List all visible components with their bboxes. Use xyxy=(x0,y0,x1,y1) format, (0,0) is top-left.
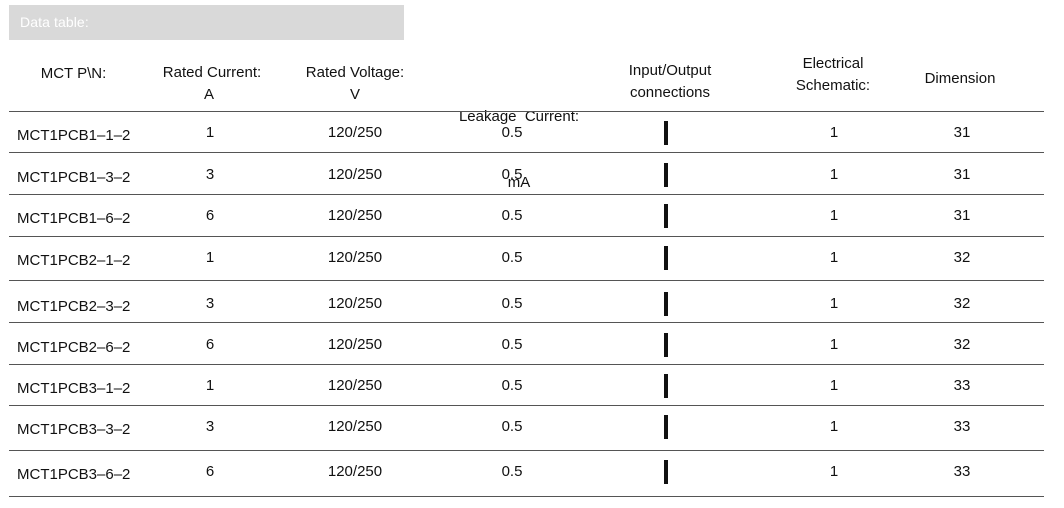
cell-rated-current: 6 xyxy=(205,207,215,224)
cell-rated-voltage: 120/250 xyxy=(327,336,383,353)
cell-rated-current: 3 xyxy=(205,295,215,312)
row-divider xyxy=(9,152,1044,153)
cell-electrical-schematic: 1 xyxy=(829,124,839,141)
cell-dimension: 31 xyxy=(953,207,971,224)
section-title: Data table: xyxy=(20,14,89,30)
cell-rated-voltage: 120/250 xyxy=(327,418,383,435)
row-divider xyxy=(9,364,1044,365)
header-part-number-label: MCT P\N: xyxy=(40,65,107,82)
cell-electrical-schematic: 1 xyxy=(829,207,839,224)
cell-leakage-current: 0.5 xyxy=(501,377,523,394)
header-io-label-1: Input/Output xyxy=(628,62,712,79)
row-divider xyxy=(9,496,1044,497)
io-connection-bar-icon xyxy=(664,163,668,187)
header-rated-current-unit: A xyxy=(203,86,214,103)
cell-electrical-schematic: 1 xyxy=(829,463,839,480)
header-rated-current: Rated Current: A xyxy=(150,62,274,106)
header-leakage-current: Leakage Current: mA xyxy=(446,62,592,238)
cell-rated-voltage: 120/250 xyxy=(327,463,383,480)
cell-dimension: 32 xyxy=(953,249,971,266)
cell-leakage-current: 0.5 xyxy=(501,166,523,183)
cell-dimension: 33 xyxy=(953,377,971,394)
io-connection-bar-icon xyxy=(664,333,668,357)
io-connection-bar-icon xyxy=(664,246,668,270)
row-divider xyxy=(9,450,1044,451)
cell-rated-voltage: 120/250 xyxy=(327,249,383,266)
row-divider xyxy=(9,236,1044,237)
header-leakage-current-label: Leakage Current: xyxy=(458,108,580,125)
cell-leakage-current: 0.5 xyxy=(501,249,523,266)
row-divider xyxy=(9,111,1044,112)
header-part-number: MCT P\N: xyxy=(26,63,121,85)
header-electrical-schematic: Electrical Schematic: xyxy=(776,53,890,97)
cell-rated-current: 1 xyxy=(205,249,215,266)
cell-electrical-schematic: 1 xyxy=(829,249,839,266)
header-dimension-label: Dimension xyxy=(924,70,996,87)
cell-electrical-schematic: 1 xyxy=(829,336,839,353)
cell-dimension: 33 xyxy=(953,463,971,480)
cell-electrical-schematic: 1 xyxy=(829,418,839,435)
cell-rated-current: 1 xyxy=(205,124,215,141)
cell-rated-current: 3 xyxy=(205,418,215,435)
cell-rated-current: 6 xyxy=(205,463,215,480)
cell-part-number: MCT1PCB2–6–2 xyxy=(17,339,131,356)
cell-leakage-current: 0.5 xyxy=(501,336,523,353)
io-connection-bar-icon xyxy=(664,460,668,484)
header-rated-voltage: Rated Voltage: V xyxy=(296,62,414,106)
cell-dimension: 31 xyxy=(953,166,971,183)
cell-leakage-current: 0.5 xyxy=(501,463,523,480)
header-rated-current-label: Rated Current: xyxy=(162,64,262,81)
cell-part-number: MCT1PCB1–1–2 xyxy=(17,127,131,144)
cell-part-number: MCT1PCB3–3–2 xyxy=(17,421,131,438)
cell-part-number: MCT1PCB3–1–2 xyxy=(17,380,131,397)
header-io-label-2: connections xyxy=(629,84,711,101)
cell-rated-voltage: 120/250 xyxy=(327,207,383,224)
cell-leakage-current: 0.5 xyxy=(501,207,523,224)
row-divider xyxy=(9,405,1044,406)
io-connection-bar-icon xyxy=(664,374,668,398)
cell-leakage-current: 0.5 xyxy=(501,295,523,312)
cell-leakage-current: 0.5 xyxy=(501,124,523,141)
cell-part-number: MCT1PCB3–6–2 xyxy=(17,466,131,483)
cell-dimension: 32 xyxy=(953,295,971,312)
header-rated-voltage-label: Rated Voltage: xyxy=(305,64,405,81)
header-schematic-label-1: Electrical xyxy=(802,55,864,72)
row-divider xyxy=(9,322,1044,323)
cell-rated-current: 1 xyxy=(205,377,215,394)
header-rated-voltage-unit: V xyxy=(349,86,360,103)
cell-rated-voltage: 120/250 xyxy=(327,124,383,141)
cell-part-number: MCT1PCB1–6–2 xyxy=(17,210,131,227)
cell-electrical-schematic: 1 xyxy=(829,166,839,183)
header-io-connections: Input/Output connections xyxy=(608,60,732,104)
cell-dimension: 31 xyxy=(953,124,971,141)
cell-dimension: 33 xyxy=(953,418,971,435)
cell-part-number: MCT1PCB1–3–2 xyxy=(17,169,131,186)
cell-rated-current: 3 xyxy=(205,166,215,183)
row-divider xyxy=(9,194,1044,195)
cell-leakage-current: 0.5 xyxy=(501,418,523,435)
section-banner: Data table: xyxy=(9,5,404,40)
cell-electrical-schematic: 1 xyxy=(829,295,839,312)
io-connection-bar-icon xyxy=(664,292,668,316)
cell-rated-voltage: 120/250 xyxy=(327,377,383,394)
cell-rated-voltage: 120/250 xyxy=(327,295,383,312)
header-dimension: Dimension xyxy=(910,68,1010,90)
cell-part-number: MCT1PCB2–3–2 xyxy=(17,298,131,315)
cell-rated-voltage: 120/250 xyxy=(327,166,383,183)
header-schematic-label-2: Schematic: xyxy=(795,77,871,94)
row-divider xyxy=(9,280,1044,281)
header-leakage-current-unit: mA xyxy=(507,174,531,191)
cell-rated-current: 6 xyxy=(205,336,215,353)
io-connection-bar-icon xyxy=(664,121,668,145)
cell-electrical-schematic: 1 xyxy=(829,377,839,394)
cell-dimension: 32 xyxy=(953,336,971,353)
cell-part-number: MCT1PCB2–1–2 xyxy=(17,252,131,269)
io-connection-bar-icon xyxy=(664,415,668,439)
io-connection-bar-icon xyxy=(664,204,668,228)
